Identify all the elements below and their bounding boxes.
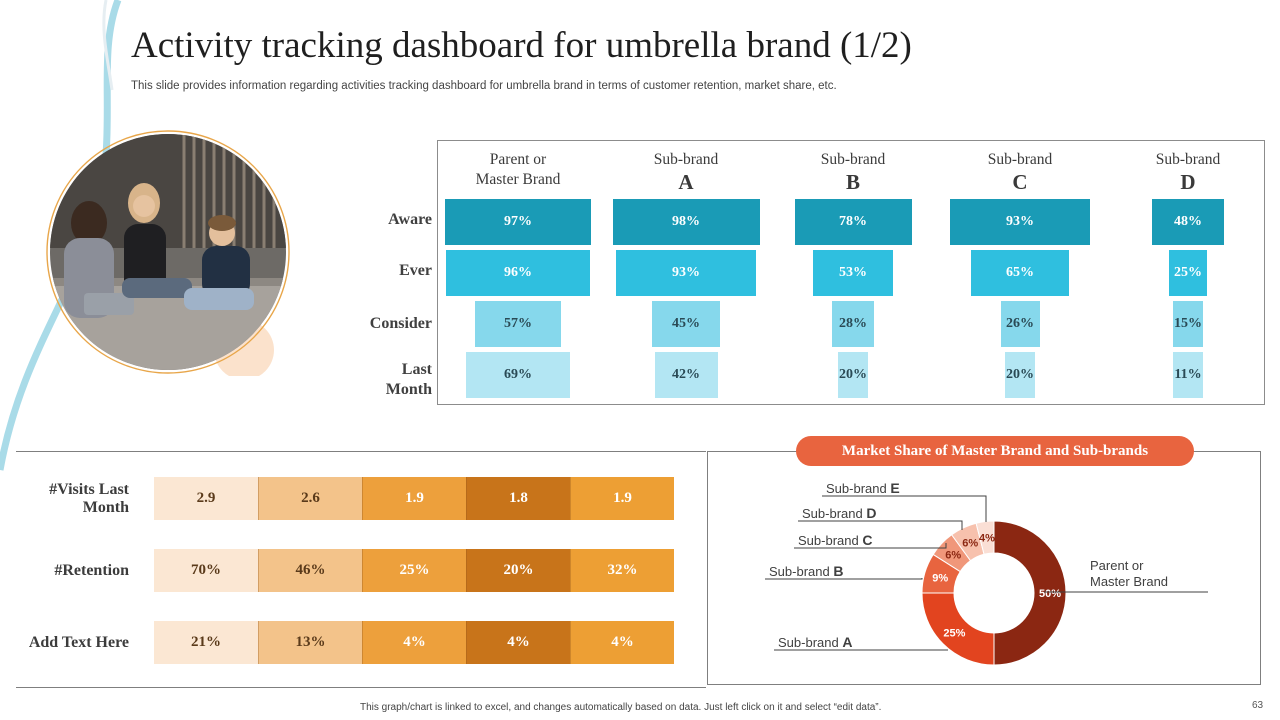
metric-cell: 4% — [570, 621, 674, 664]
column-header-line1: Parent or — [489, 151, 547, 168]
legend-prefix: Sub-brand — [769, 564, 830, 579]
donut-label-parent: Parent or Master Brand — [1090, 558, 1190, 590]
metric-cell: 32% — [570, 549, 674, 592]
metric-cell: 20% — [466, 549, 570, 592]
row-label-line2: Month — [385, 381, 432, 398]
metric-cell: 1.8 — [466, 477, 570, 520]
column-header-line1: Sub-brand — [653, 151, 719, 168]
funnel-bar: 48% — [1152, 199, 1224, 245]
legend-letter: D — [866, 505, 877, 521]
funnel-row-label: Consider — [369, 315, 432, 332]
funnel-row-label: Last Month — [386, 360, 432, 400]
legend-letter: E — [890, 480, 900, 496]
metric-label-line1: #Visits Last — [49, 481, 129, 498]
funnel-column-header: Sub-brand B — [778, 150, 928, 194]
funnel-column-header: Sub-brand A — [611, 150, 761, 194]
metric-cell: 21% — [154, 621, 258, 664]
funnel-bar: 26% — [1000, 301, 1040, 347]
funnel-bar: 11% — [1173, 352, 1203, 398]
funnel-bar: 69% — [466, 352, 570, 398]
funnel-bar: 65% — [971, 250, 1069, 296]
metric-cell: 4% — [362, 621, 466, 664]
funnel-bar: 42% — [654, 352, 718, 398]
metric-cell: 2.9 — [154, 477, 258, 520]
page-subtitle: This slide provides information regardin… — [131, 80, 837, 92]
donut-legend-label: Sub-brand A — [778, 634, 852, 650]
donut-legend-label: Sub-brand C — [798, 532, 872, 548]
metric-cell: 25% — [362, 549, 466, 592]
column-header-line2: Master Brand — [475, 171, 561, 188]
funnel-bar: 57% — [475, 301, 561, 347]
metric-row-label: Add Text Here — [28, 634, 129, 651]
funnel-column-header: Sub-brand D — [1113, 150, 1263, 194]
funnel-bar: 15% — [1173, 301, 1203, 347]
footer-note: This graph/chart is linked to excel, and… — [360, 702, 882, 713]
funnel-bar: 20% — [1005, 352, 1035, 398]
legend-prefix: Sub-brand — [778, 635, 839, 650]
funnel-column-header: Parent or Master Brand — [443, 150, 593, 190]
funnel-bar: 53% — [813, 250, 893, 296]
legend-prefix: Sub-brand — [802, 506, 863, 521]
funnel-bar: 45% — [652, 301, 720, 347]
column-header-line1: Sub-brand — [987, 151, 1053, 168]
metric-cell: 1.9 — [362, 477, 466, 520]
metric-cell: 46% — [258, 549, 362, 592]
funnel-row-label: Aware — [388, 211, 432, 228]
parent-label-line2: Master Brand — [1090, 574, 1169, 589]
donut-legend-label: Sub-brand B — [769, 563, 843, 579]
metric-cell: 70% — [154, 549, 258, 592]
funnel-bar: 93% — [616, 250, 756, 296]
metric-row-label: #Retention — [54, 562, 129, 579]
funnel-bar: 98% — [612, 199, 760, 245]
column-header-line2: C — [1012, 170, 1028, 194]
column-header-line1: Sub-brand — [1155, 151, 1221, 168]
funnel-bar: 96% — [446, 250, 590, 296]
metric-row-label: #Visits Last Month — [9, 481, 129, 517]
market-share-title: Market Share of Master Brand and Sub-bra… — [796, 436, 1194, 466]
funnel-column-header: Sub-brand C — [945, 150, 1095, 194]
metric-label-line2: Month — [82, 499, 129, 516]
funnel-bar: 20% — [838, 352, 868, 398]
legend-letter: A — [842, 634, 853, 650]
page-number: 63 — [1252, 700, 1264, 711]
donut-legend-label: Sub-brand D — [802, 505, 876, 521]
column-header-line1: Sub-brand — [820, 151, 886, 168]
row-label-line1: Last — [401, 361, 432, 378]
funnel-bar: 28% — [832, 301, 874, 347]
metrics-bottom-divider — [16, 687, 706, 688]
page-title: Activity tracking dashboard for umbrella… — [131, 25, 912, 66]
brand-funnel-panel — [437, 140, 1265, 405]
column-header-line2: D — [1180, 170, 1196, 194]
metric-cell: 4% — [466, 621, 570, 664]
legend-prefix: Sub-brand — [826, 481, 887, 496]
legend-letter: C — [862, 532, 873, 548]
parent-label-line1: Parent or — [1090, 558, 1144, 573]
team-photo-illustration — [46, 130, 290, 376]
donut-legend-label: Sub-brand E — [826, 480, 900, 496]
legend-letter: B — [833, 563, 844, 579]
legend-prefix: Sub-brand — [798, 533, 859, 548]
funnel-bar: 97% — [445, 199, 591, 245]
metric-cell: 13% — [258, 621, 362, 664]
funnel-bar: 25% — [1169, 250, 1207, 296]
funnel-row-label: Ever — [399, 262, 432, 279]
metric-cell: 1.9 — [570, 477, 674, 520]
column-header-line2: A — [678, 170, 694, 194]
metrics-top-divider — [16, 451, 706, 452]
funnel-bar: 78% — [794, 199, 912, 245]
funnel-bar: 93% — [950, 199, 1090, 245]
metric-cell: 2.6 — [258, 477, 362, 520]
column-header-line2: B — [845, 170, 860, 194]
